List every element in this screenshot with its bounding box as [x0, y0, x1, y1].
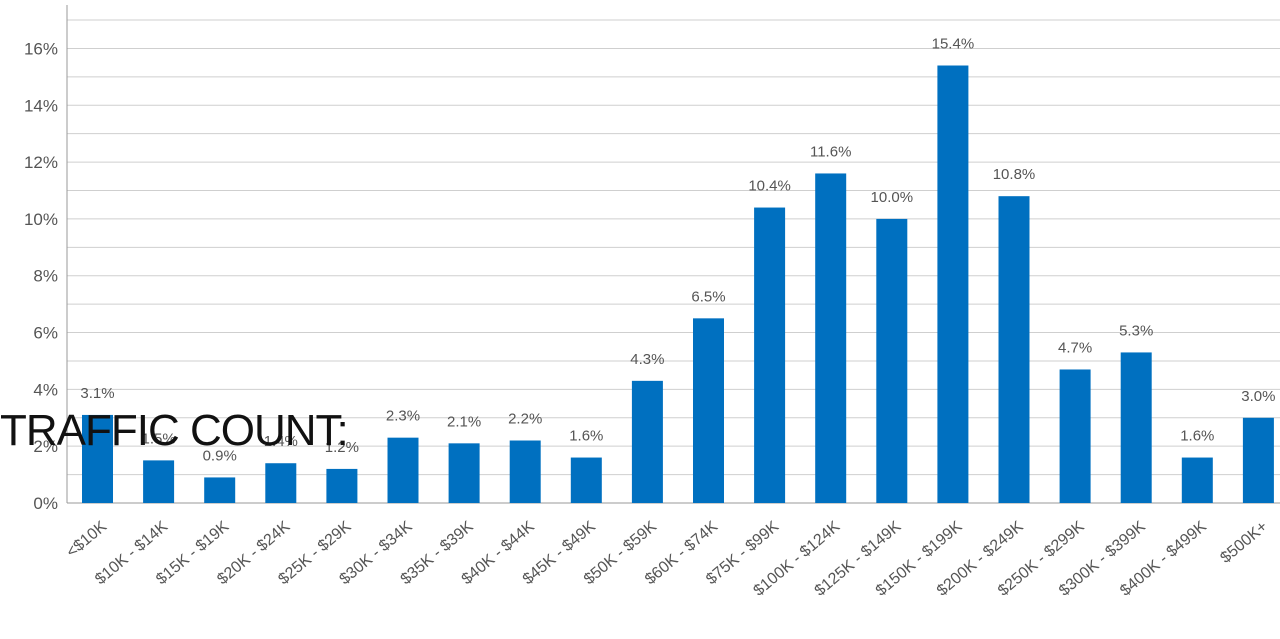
bar: [937, 65, 969, 503]
bar: [82, 414, 113, 503]
y-tick-label: 8%: [33, 267, 58, 286]
bar: [1181, 457, 1213, 503]
data-label: 1.6%: [1180, 428, 1214, 445]
y-tick-label: 0%: [33, 494, 58, 513]
data-label: 1.4%: [264, 433, 298, 450]
traffic-count-label: TRAFFIC COUNT:: [0, 406, 349, 455]
bar: [570, 457, 602, 503]
data-label: 15.4%: [932, 36, 975, 53]
data-label: 3.0%: [1241, 388, 1275, 405]
bars: [82, 65, 1274, 504]
data-label: 11.6%: [810, 143, 851, 160]
y-tick-label: 12%: [24, 153, 58, 172]
bar: [387, 437, 419, 503]
bar: [1242, 417, 1274, 503]
bar: [326, 468, 358, 503]
bar: [815, 173, 847, 504]
x-tick-label: <$10K: [63, 518, 110, 561]
y-tick-label: 6%: [33, 324, 58, 343]
y-tick-label: 14%: [24, 96, 58, 115]
bar: [448, 443, 480, 503]
data-label: 2.2%: [508, 411, 542, 428]
x-tick-label: $500K+: [1217, 518, 1271, 567]
bar: [143, 460, 175, 503]
bar: [754, 207, 786, 503]
bar: [998, 196, 1030, 503]
bar: [265, 463, 297, 503]
data-label: 6.5%: [691, 288, 725, 305]
bar: [631, 380, 663, 503]
y-tick-labels: 0% 2% 4% 6% 8% 10% 12% 14% 16%: [24, 39, 58, 513]
data-labels: 3.1% 1.5% 0.9% 1.4% 1.2% 2.3% 2.1% 2.2% 1.6% 4.3%…: [80, 36, 1275, 465]
data-label: 10.4%: [748, 178, 791, 195]
data-label: 4.3%: [630, 351, 664, 368]
y-tick-label: 10%: [24, 210, 58, 229]
bar: [693, 318, 724, 503]
bar: [1059, 369, 1091, 503]
data-label: 0.9%: [203, 447, 237, 464]
data-label: 4.7%: [1058, 339, 1092, 356]
bar: [204, 477, 236, 503]
data-label: 1.5%: [141, 430, 175, 447]
data-label: 1.6%: [569, 428, 603, 445]
x-tick-labels: <$10K$10K - $14K$15K - $19K$20K - $24K$2…: [63, 518, 1271, 600]
y-tick-label: 4%: [33, 380, 58, 399]
bar: [876, 218, 908, 503]
y-tick-label: 2%: [33, 437, 58, 456]
data-label: 3.1%: [80, 385, 114, 402]
y-tick-label: 16%: [24, 39, 58, 58]
data-label: 2.3%: [386, 408, 420, 425]
data-label: 10.0%: [871, 189, 914, 206]
bar: [509, 440, 541, 503]
gridlines: [67, 19, 1280, 476]
data-label: 1.2%: [325, 439, 359, 456]
data-label: 2.1%: [447, 413, 481, 430]
data-label: 10.8%: [993, 166, 1036, 183]
bar: [1120, 352, 1152, 503]
data-label: 5.3%: [1119, 322, 1153, 339]
